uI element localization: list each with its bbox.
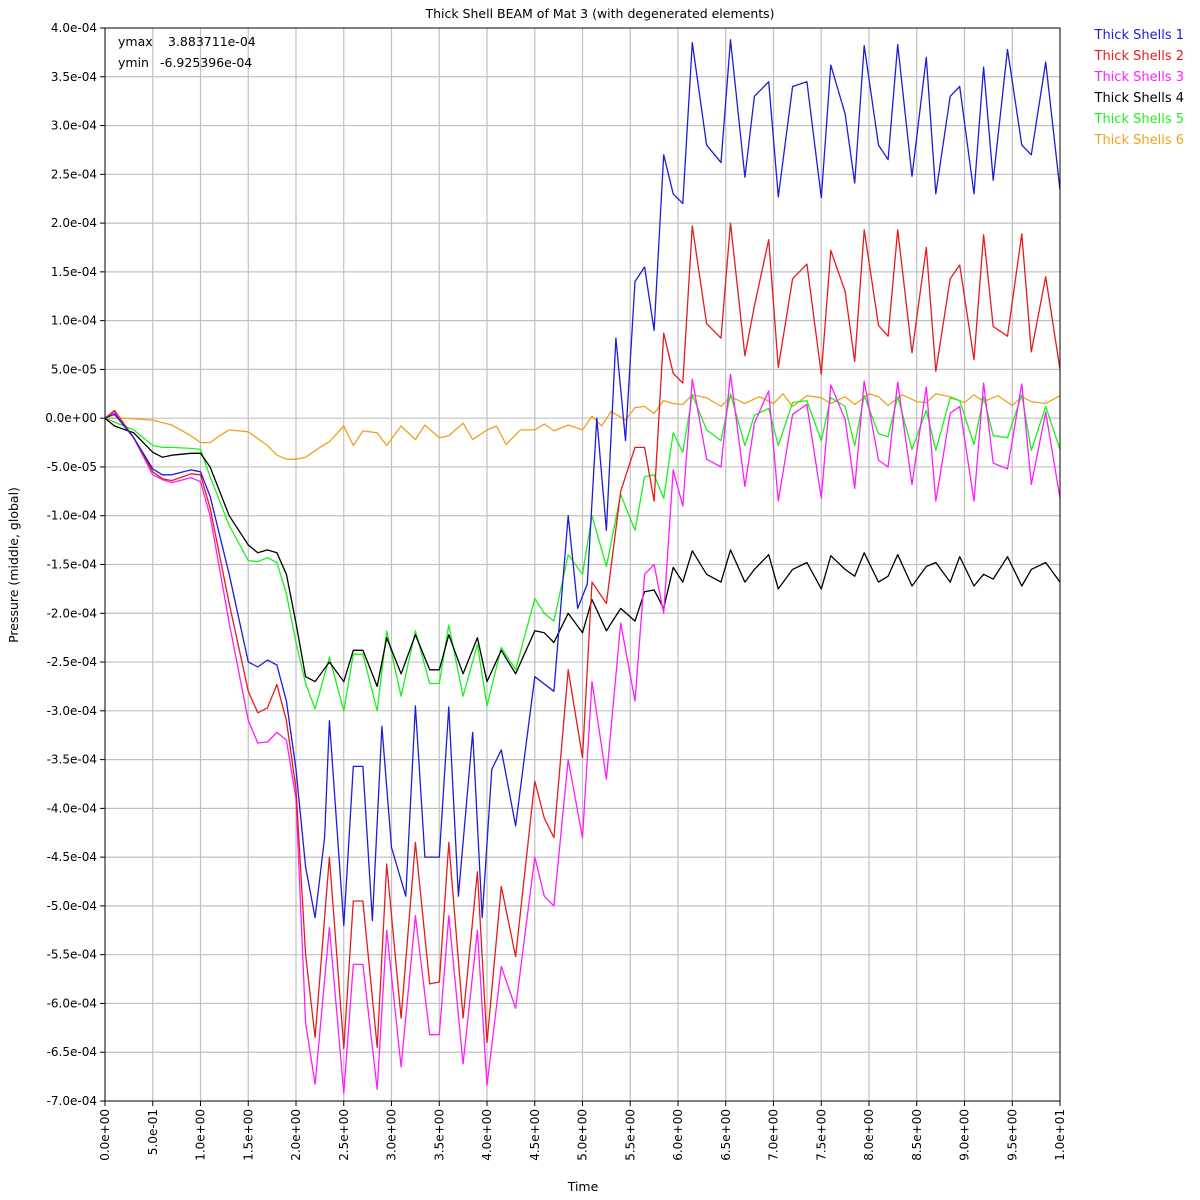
series-line-2 (104, 222, 1061, 1049)
x-tick-label: 8.0e+00 (862, 1109, 876, 1161)
y-tick-label: 3.5e-04 (51, 70, 97, 84)
x-tick-label: 8.5e+00 (910, 1109, 924, 1161)
y-tick-label: 3.0e-04 (51, 119, 97, 133)
series-line-4 (104, 417, 1061, 688)
x-tick-label: 1.5e+00 (241, 1109, 255, 1161)
y-tick-label: -5.0e-05 (47, 460, 97, 474)
x-tick-label: 3.5e+00 (432, 1109, 446, 1161)
y-tick-label: -5.5e-04 (47, 948, 97, 962)
y-tick-label: 1.5e-04 (51, 265, 97, 279)
series-layer (104, 39, 1061, 1094)
x-tick-label: 4.0e+00 (480, 1109, 494, 1161)
x-axis-ticks: 0.0e+00 5.0e-01 1.0e+00 1.5e+00 2.0e+00 2.5e+… (98, 1101, 1067, 1161)
series-line-1 (104, 39, 1061, 927)
x-tick-label: 9.0e+00 (958, 1109, 972, 1161)
x-tick-label: 9.5e+00 (1005, 1109, 1019, 1161)
series-line-3 (104, 373, 1061, 1094)
y-tick-label: 2.0e-04 (51, 216, 97, 230)
legend-item-4: Thick Shells 4 (1094, 91, 1185, 106)
legend: Thick Shells 1 Thick Shells 2 Thick Shells… (1094, 28, 1185, 148)
x-tick-label: 4.5e+00 (528, 1109, 542, 1161)
ymax-annotation: ymax 3.883711e-04 (118, 34, 256, 49)
y-tick-label: -4.0e-04 (47, 801, 97, 815)
x-tick-label: 6.5e+00 (719, 1109, 733, 1161)
y-tick-label: -3.5e-04 (47, 753, 97, 767)
x-tick-label: 0.0e+00 (98, 1109, 112, 1161)
y-axis-ticks: 4.0e-04 3.5e-04 3.0e-04 2.5e-04 2.0e-04 1.5e-… (45, 21, 105, 1108)
x-tick-label: 7.5e+00 (814, 1109, 828, 1161)
y-tick-label: 1.0e-04 (51, 314, 97, 328)
x-tick-label: 1.0e+00 (194, 1109, 208, 1161)
x-tick-label: 5.5e+00 (623, 1109, 637, 1161)
ymax-value: 3.883711e-04 (168, 34, 256, 49)
x-tick-label: 2.0e+00 (289, 1109, 303, 1161)
ymin-label: ymin (118, 55, 149, 70)
y-tick-label: 2.5e-04 (51, 167, 97, 181)
y-tick-label: 4.0e-04 (51, 21, 97, 35)
y-tick-label: -2.0e-04 (47, 606, 97, 620)
x-axis-label: Time (567, 1179, 599, 1194)
x-tick-label: 3.0e+00 (385, 1109, 399, 1161)
y-tick-label: -3.0e-04 (47, 704, 97, 718)
y-tick-label: 0.0e+00 (45, 411, 97, 425)
y-tick-label: -6.0e-04 (47, 996, 97, 1010)
legend-item-1: Thick Shells 1 (1094, 28, 1185, 43)
legend-item-5: Thick Shells 5 (1094, 112, 1185, 127)
ymin-annotation: ymin -6.925396e-04 (118, 55, 252, 70)
series-line-6 (105, 393, 1061, 460)
x-tick-label: 1.0e+01 (1053, 1109, 1067, 1161)
y-tick-label: -1.0e-04 (47, 509, 97, 523)
series-line-5 (104, 393, 1061, 712)
y-tick-label: -6.5e-04 (47, 1045, 97, 1059)
x-tick-label: 5.0e-01 (146, 1109, 160, 1155)
x-tick-label: 5.0e+00 (576, 1109, 590, 1161)
legend-item-2: Thick Shells 2 (1094, 49, 1185, 64)
legend-item-3: Thick Shells 3 (1094, 70, 1185, 85)
y-tick-label: -1.5e-04 (47, 558, 97, 572)
ymax-label: ymax (118, 34, 153, 49)
y-tick-label: -2.5e-04 (47, 655, 97, 669)
x-tick-label: 7.0e+00 (767, 1109, 781, 1161)
y-tick-label: -4.5e-04 (47, 850, 97, 864)
grid (105, 28, 1060, 1101)
x-tick-label: 6.0e+00 (671, 1109, 685, 1161)
x-tick-label: 2.5e+00 (337, 1109, 351, 1161)
y-axis-label: Pressure (middle, global) (6, 487, 21, 643)
y-tick-label: 5.0e-05 (51, 362, 97, 376)
ymin-value: -6.925396e-04 (160, 55, 252, 70)
legend-item-6: Thick Shells 6 (1094, 133, 1185, 148)
y-tick-label: -7.0e-04 (47, 1094, 97, 1108)
chart-title: Thick Shell BEAM of Mat 3 (with degenera… (424, 6, 774, 21)
y-tick-label: -5.0e-04 (47, 899, 97, 913)
